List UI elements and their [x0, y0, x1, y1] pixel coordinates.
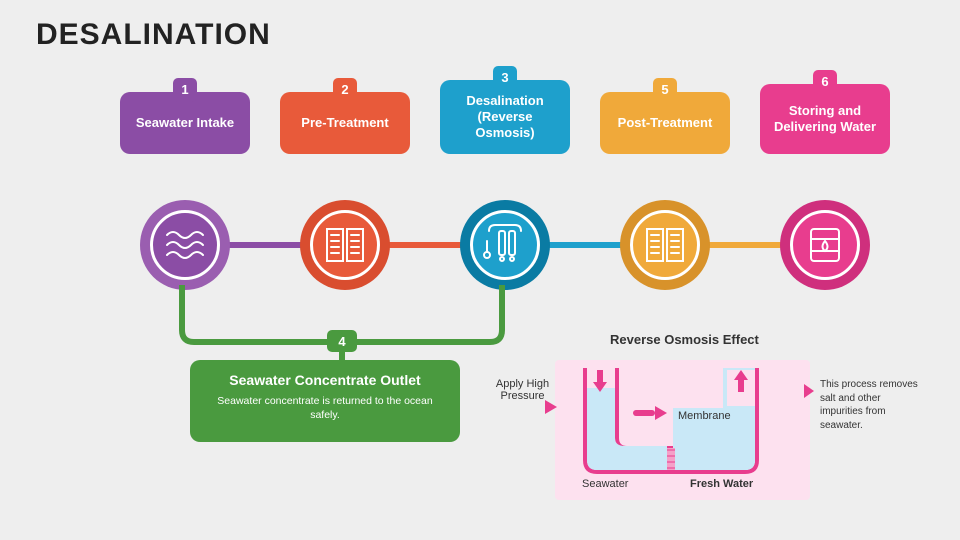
- outlet-box: Seawater Concentrate Outlet Seawater con…: [190, 360, 460, 442]
- apply-pressure-label: Apply High Pressure: [495, 378, 550, 402]
- seawater-label: Seawater: [582, 478, 628, 490]
- branch-connector: [0, 0, 960, 540]
- step-number-4: 4: [327, 330, 357, 352]
- ro-title: Reverse Osmosis Effect: [610, 332, 759, 347]
- membrane-label: Membrane: [678, 410, 731, 422]
- apply-arrow-icon: [545, 400, 557, 414]
- ro-description: This process removes salt and other impu…: [820, 378, 925, 432]
- outlet-title: Seawater Concentrate Outlet: [204, 372, 446, 388]
- desc-arrow-icon: [804, 384, 814, 398]
- freshwater-label: Fresh Water: [690, 478, 753, 490]
- outlet-desc: Seawater concentrate is returned to the …: [204, 394, 446, 422]
